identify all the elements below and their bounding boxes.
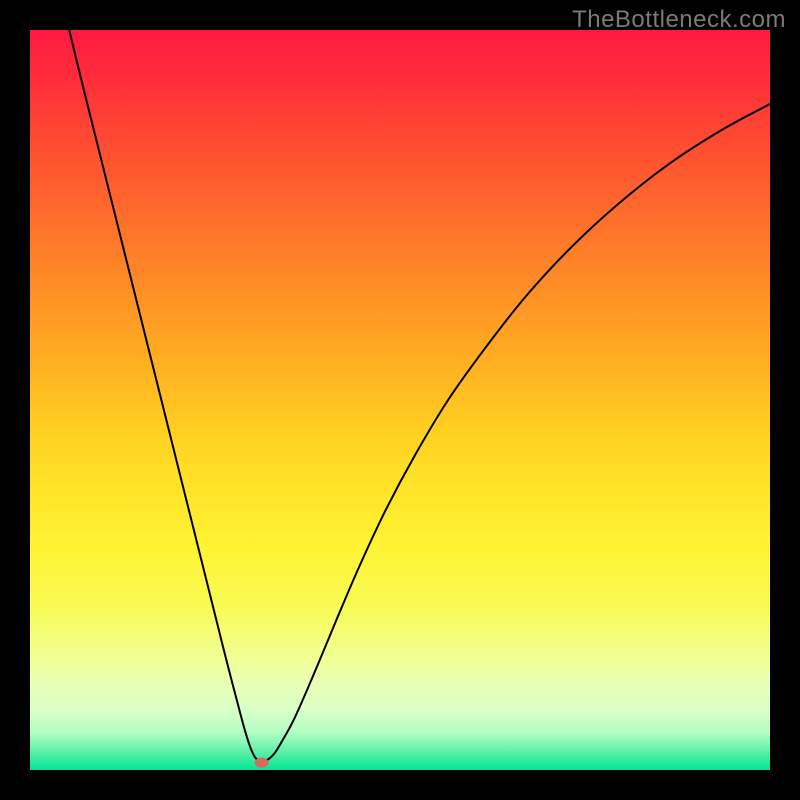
optimum-marker xyxy=(255,758,269,768)
bottleneck-curve xyxy=(69,30,770,762)
curve-layer xyxy=(30,30,770,770)
plot-area xyxy=(30,30,770,770)
watermark-text: TheBottleneck.com xyxy=(572,6,786,34)
chart-container: TheBottleneck.com xyxy=(0,0,800,800)
